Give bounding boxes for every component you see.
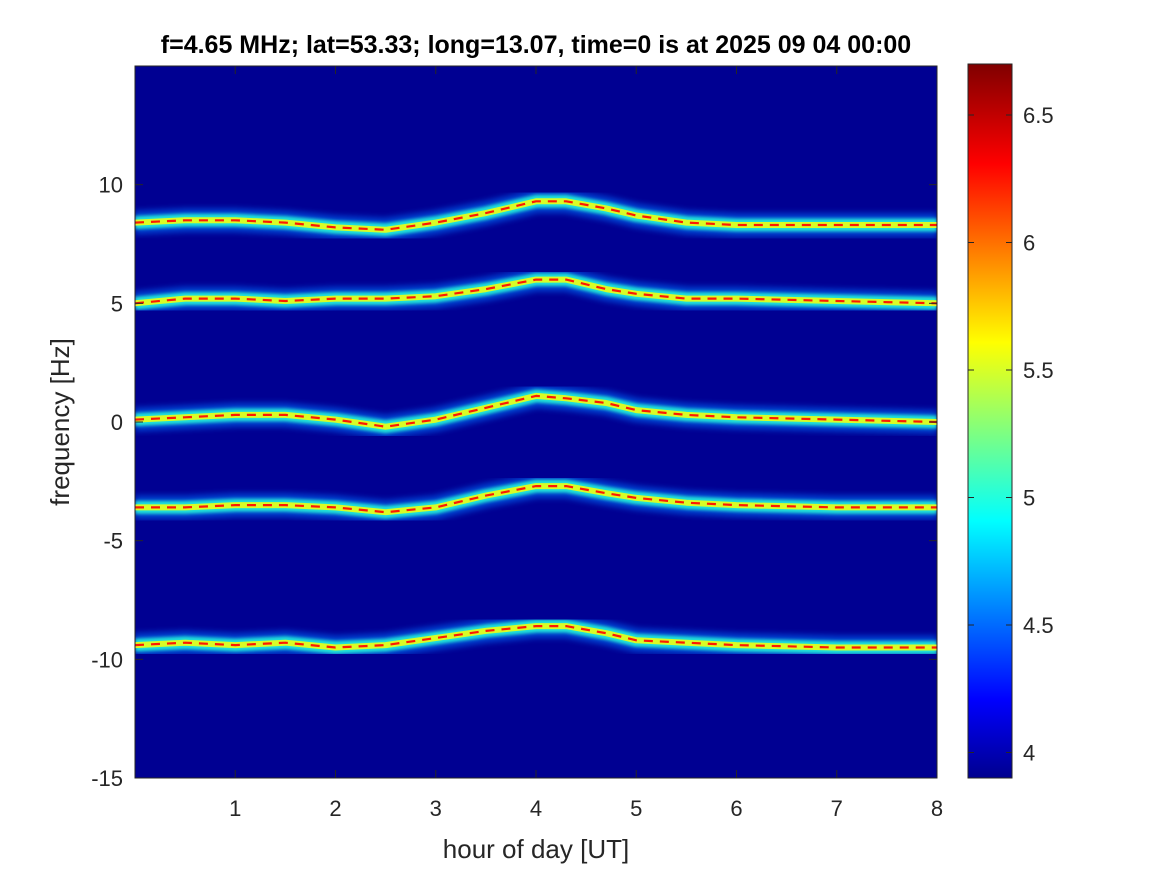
- colorbar-tick-label: 6.5: [1023, 103, 1054, 128]
- spectral-traces: [135, 189, 937, 660]
- y-tick-label: -15: [91, 766, 123, 791]
- x-tick-label: 3: [430, 796, 442, 821]
- trace-lower-peak: [135, 625, 937, 649]
- colorbar-tick-label: 5.5: [1023, 358, 1054, 383]
- trace-middle-peak: [135, 394, 937, 428]
- colorbar: 4 4.5 5 5.5 6 6.5: [967, 63, 1054, 779]
- colorbar-tick-label: 4: [1023, 741, 1035, 766]
- colorbar-tick-label: 6: [1023, 231, 1035, 256]
- x-tick-label: 6: [730, 796, 742, 821]
- y-tick-label: -10: [91, 647, 123, 672]
- colorbar-gradient: [967, 63, 1013, 779]
- chart-title: f=4.65 MHz; lat=53.33; long=13.07, time=…: [161, 31, 911, 59]
- x-tick-label: 1: [229, 796, 241, 821]
- colorbar-ticks: 4 4.5 5 5.5 6 6.5: [968, 103, 1054, 766]
- y-tick-label: 5: [111, 291, 123, 316]
- trace-fourth-peak: [135, 485, 937, 514]
- y-axis-label: frequency [Hz]: [45, 338, 75, 506]
- x-axis-ticks: 1 2 3 4 5 6 7 8: [229, 66, 943, 821]
- trace-second-peak: [135, 278, 937, 305]
- colorbar-tick-label: 4.5: [1023, 613, 1054, 638]
- x-tick-label: 4: [530, 796, 542, 821]
- y-tick-label: 0: [111, 410, 123, 435]
- y-tick-label: -5: [103, 529, 123, 554]
- x-tick-label: 7: [831, 796, 843, 821]
- plot-area: [135, 66, 937, 778]
- colorbar-tick-label: 5: [1023, 486, 1035, 511]
- y-tick-label: 10: [99, 173, 123, 198]
- x-axis-label: hour of day [UT]: [443, 834, 629, 864]
- x-tick-label: 5: [630, 796, 642, 821]
- y-axis-ticks: -15 -10 -5 0 5 10: [91, 173, 937, 791]
- trace-upper-peak: [135, 200, 937, 231]
- x-tick-label: 8: [931, 796, 943, 821]
- x-tick-label: 2: [329, 796, 341, 821]
